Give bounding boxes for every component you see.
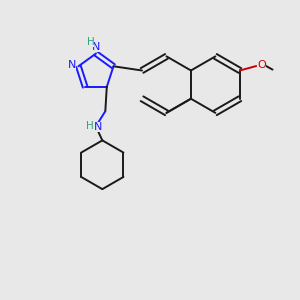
Text: H: H xyxy=(86,121,94,131)
Text: O: O xyxy=(257,59,266,70)
Text: H: H xyxy=(87,37,94,47)
Text: N: N xyxy=(94,122,103,132)
Text: N: N xyxy=(68,60,76,70)
Text: N: N xyxy=(92,42,101,52)
